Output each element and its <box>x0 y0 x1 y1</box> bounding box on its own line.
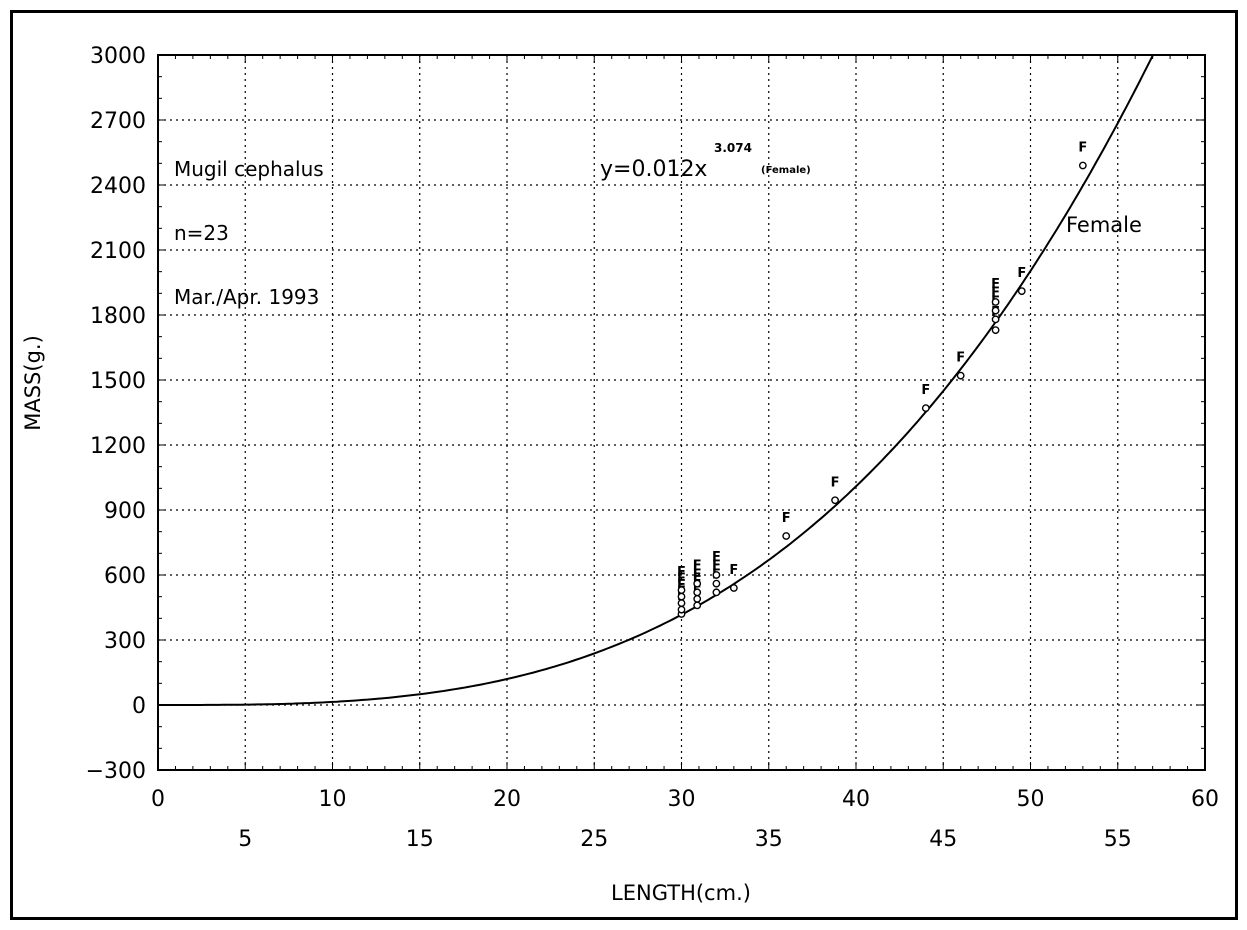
equation-tag: (Female) <box>761 165 811 176</box>
data-point-marker <box>991 326 1000 335</box>
data-point-marker <box>712 588 721 597</box>
x-axis-tick-labels-upper: 0 10 20 30 40 50 60 <box>151 787 1219 812</box>
data-point-label: F <box>729 563 738 578</box>
y-tick-label: 1200 <box>90 434 146 459</box>
data-point-marker <box>712 571 721 579</box>
x-tick-label: 60 <box>1191 787 1219 812</box>
x-axis-tick-labels-lower: 5 15 25 35 45 55 <box>238 827 1132 852</box>
x-tick-label: 50 <box>1017 787 1045 812</box>
data-point-marker <box>991 298 1000 306</box>
y-tick-label: 1800 <box>90 304 146 329</box>
x-tick-label: 10 <box>319 787 347 812</box>
y-tick-label: 2100 <box>90 239 146 264</box>
data-point-label: F <box>693 559 702 574</box>
data-point: F <box>712 559 721 588</box>
data-point-label: F <box>677 572 686 587</box>
data-point: F <box>1017 266 1026 296</box>
data-point-label: F <box>693 567 702 582</box>
curve-label: Female <box>1066 213 1142 237</box>
sample-size-label: n=23 <box>174 221 229 245</box>
data-point-label: F <box>782 511 791 526</box>
equation-base: y=0.012x <box>600 157 707 182</box>
x-tick-label: 30 <box>668 787 696 812</box>
data-point: F <box>1078 141 1087 170</box>
x-axis-title: LENGTH(cm.) <box>611 881 751 905</box>
data-point-marker <box>677 592 686 601</box>
x-tick-label: 55 <box>1104 827 1132 852</box>
fit-curve-female <box>158 54 1154 706</box>
date-label: Mar./Apr. 1993 <box>174 285 319 309</box>
data-point-marker <box>991 315 1000 324</box>
data-point-label: F <box>712 559 721 574</box>
data-point: F <box>991 277 1000 306</box>
data-points: FFFFFFFFFFFFFFFFFFFFFFF <box>677 141 1087 618</box>
data-point-marker <box>729 584 738 592</box>
data-point: F <box>677 565 686 595</box>
data-point-label: F <box>677 565 686 580</box>
x-tick-label: 35 <box>755 827 783 852</box>
data-point-marker <box>782 532 791 540</box>
data-point: F <box>831 475 840 505</box>
grid-lines <box>158 55 1205 770</box>
data-point-marker <box>693 588 702 597</box>
data-point-label: F <box>1078 141 1087 156</box>
data-point: F <box>991 286 1000 315</box>
data-point: F <box>712 550 721 579</box>
data-point-label: F <box>677 578 686 593</box>
y-tick-label: 2400 <box>90 174 146 199</box>
data-point-label: F <box>991 277 1000 292</box>
data-point-label: F <box>712 550 721 565</box>
y-tick-label: −300 <box>86 759 146 784</box>
data-point-marker <box>1078 161 1087 170</box>
x-tick-label: 0 <box>151 787 165 812</box>
data-point-marker <box>677 586 686 595</box>
data-point-marker <box>677 599 686 608</box>
data-point: F <box>693 567 702 597</box>
data-point-marker <box>956 371 965 380</box>
x-tick-label: 45 <box>929 827 957 852</box>
data-point-label: F <box>831 475 840 490</box>
x-tick-label: 20 <box>493 787 521 812</box>
data-point: F <box>921 383 930 413</box>
y-tick-label: 0 <box>132 694 146 719</box>
data-point-label: F <box>693 580 702 595</box>
y-tick-label: 2700 <box>90 109 146 134</box>
x-tick-label: 5 <box>238 827 252 852</box>
species-label: Mugil cephalus <box>174 157 324 181</box>
data-point: F <box>729 563 738 592</box>
y-axis-title: MASS(g.) <box>21 335 45 431</box>
equation-exponent: 3.074 <box>714 141 752 155</box>
y-tick-label: 3000 <box>90 44 146 69</box>
data-point-marker <box>712 579 721 588</box>
data-point-marker <box>693 594 702 603</box>
y-tick-label: 900 <box>104 499 146 524</box>
x-tick-label: 15 <box>406 827 434 852</box>
data-point-marker <box>1017 287 1026 296</box>
data-point: F <box>782 511 791 540</box>
data-point-label: F <box>991 286 1000 301</box>
x-tick-label: 25 <box>580 827 608 852</box>
data-point-marker <box>831 496 839 505</box>
data-point: F <box>956 351 965 380</box>
y-tick-label: 300 <box>104 629 146 654</box>
y-tick-label: 1500 <box>90 369 146 394</box>
data-point-marker <box>677 605 686 614</box>
data-point-marker <box>693 579 702 588</box>
data-point-label: F <box>1017 266 1026 281</box>
data-point-label: F <box>956 351 965 366</box>
data-point: F <box>693 559 702 588</box>
x-tick-label: 40 <box>842 787 870 812</box>
data-point-marker <box>693 601 702 610</box>
data-point-label: F <box>921 383 930 398</box>
chart-frame <box>10 10 1238 920</box>
axis-ticks <box>157 54 1206 771</box>
data-point-marker <box>921 404 930 413</box>
y-axis-tick-labels: 30002700240021001800150012009006003000−3… <box>86 44 146 784</box>
y-tick-label: 600 <box>104 564 146 589</box>
data-point-marker <box>991 306 1000 315</box>
